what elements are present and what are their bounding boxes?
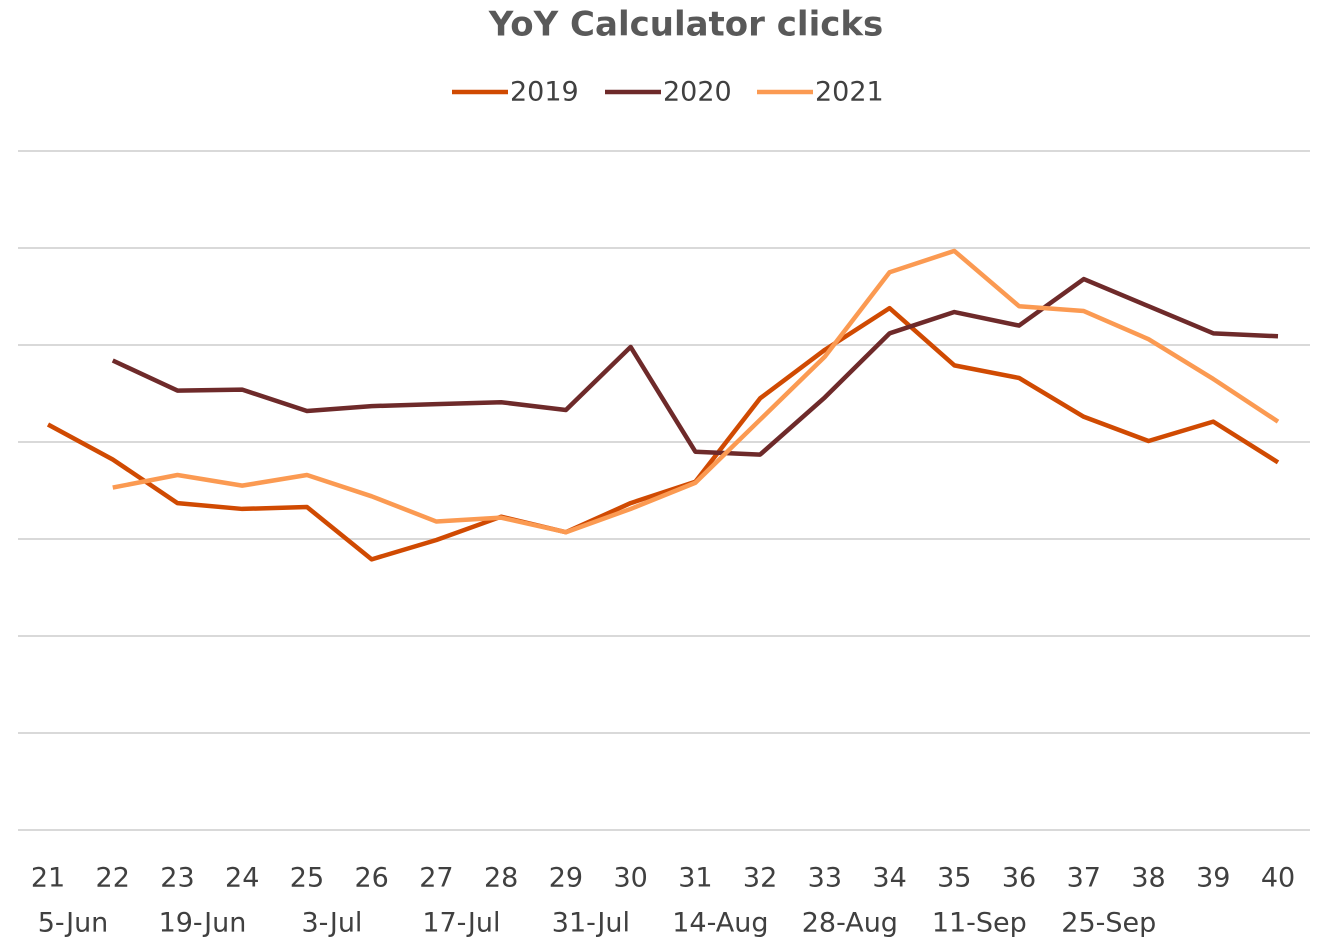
legend-label: 2019 bbox=[510, 77, 579, 108]
x-tick-label: 40 bbox=[1261, 863, 1295, 894]
legend: 2019 2020 2021 bbox=[452, 77, 884, 108]
series-line bbox=[46, 305, 1280, 562]
x-date-label: 31-Jul bbox=[552, 908, 630, 939]
x-tick-label: 23 bbox=[160, 863, 194, 894]
x-date-label: 19-Jun bbox=[159, 908, 247, 939]
x-tick-label: 30 bbox=[613, 863, 647, 894]
x-tick-label: 21 bbox=[31, 863, 65, 894]
legend-label: 2021 bbox=[815, 77, 884, 108]
legend-label: 2020 bbox=[663, 77, 732, 108]
series-line bbox=[112, 248, 1280, 535]
x-tick-label: 26 bbox=[355, 863, 389, 894]
x-date-label: 17-Jul bbox=[422, 908, 500, 939]
x-tick-label: 24 bbox=[225, 863, 259, 894]
x-tick-label: 37 bbox=[1067, 863, 1101, 894]
x-tick-label: 35 bbox=[937, 863, 971, 894]
x-tick-label: 36 bbox=[1002, 863, 1036, 894]
x-tick-label: 22 bbox=[96, 863, 130, 894]
x-tick-label: 25 bbox=[290, 863, 324, 894]
x-date-label: 11-Sep bbox=[932, 908, 1027, 939]
x-tick-label: 33 bbox=[808, 863, 842, 894]
series-line bbox=[111, 276, 1279, 457]
x-tick-label: 32 bbox=[743, 863, 777, 894]
x-tick-label: 39 bbox=[1196, 863, 1230, 894]
x-tick-label: 28 bbox=[484, 863, 518, 894]
x-date-label: 3-Jul bbox=[301, 908, 362, 939]
x-date-label: 28-Aug bbox=[802, 908, 898, 939]
x-tick-label: 34 bbox=[872, 863, 906, 894]
x-date-label: 25-Sep bbox=[1061, 908, 1156, 939]
chart-title: YoY Calculator clicks bbox=[488, 5, 884, 45]
x-tick-label: 29 bbox=[549, 863, 583, 894]
x-tick-label: 31 bbox=[678, 863, 712, 894]
x-tick-label: 27 bbox=[419, 863, 453, 894]
x-date-label: 5-Jun bbox=[38, 908, 109, 939]
x-date-label: 14-Aug bbox=[672, 908, 768, 939]
x-tick-label: 38 bbox=[1131, 863, 1165, 894]
